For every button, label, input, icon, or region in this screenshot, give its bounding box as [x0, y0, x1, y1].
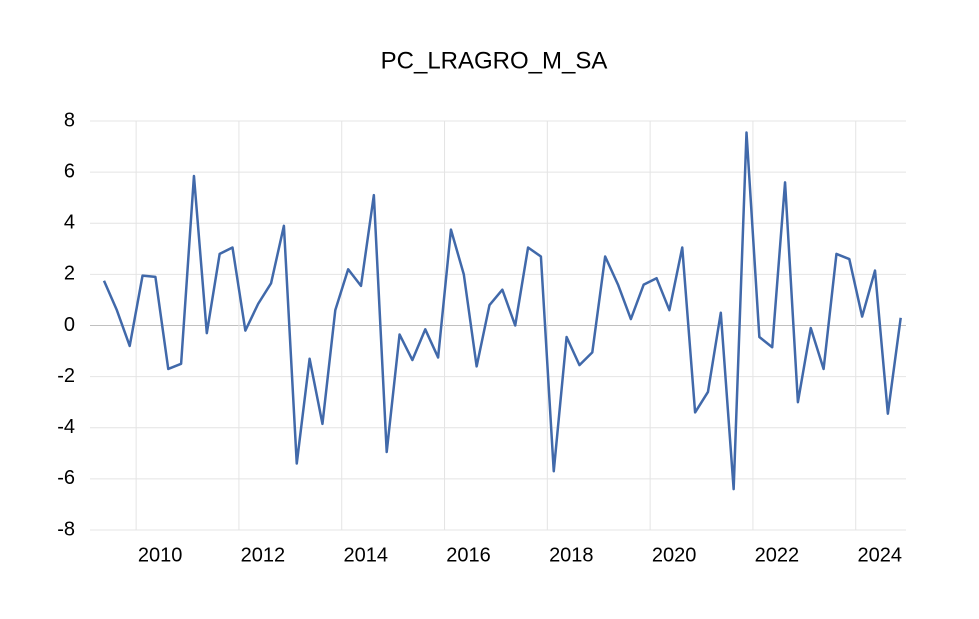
y-tick-label: 4	[64, 212, 75, 234]
chart-title: PC_LRAGRO_M_SA	[381, 47, 608, 74]
y-tick-label: -6	[57, 467, 75, 489]
data-line	[102, 131, 902, 491]
x-tick-label: 2012	[241, 544, 286, 566]
x-tick-label: 2010	[138, 544, 183, 566]
x-tick-label: 2018	[549, 544, 594, 566]
y-tick-label: 2	[64, 263, 75, 285]
x-tick-label: 2016	[446, 544, 491, 566]
x-tick-label: 2014	[343, 544, 388, 566]
y-tick-label: -8	[57, 518, 75, 540]
y-tick-label: -2	[57, 365, 75, 387]
y-tick-label: 0	[64, 314, 75, 336]
y-tick-label: 8	[64, 109, 75, 131]
y-tick-label: -4	[57, 416, 75, 438]
x-tick-label: 2024	[857, 544, 902, 566]
x-tick-label: 2020	[652, 544, 697, 566]
y-tick-label: 6	[64, 160, 75, 182]
x-tick-label: 2022	[755, 544, 800, 566]
